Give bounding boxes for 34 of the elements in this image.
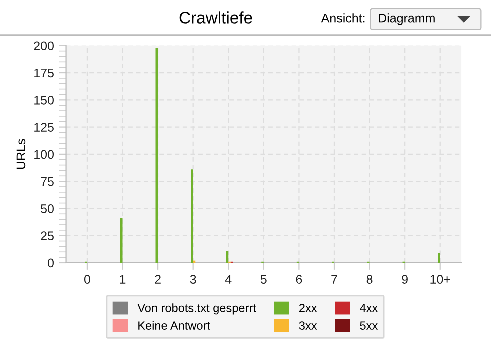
y-tick-label: 200: [34, 42, 54, 51]
x-tick-label: 7: [332, 275, 338, 284]
x-tick-label: 4: [225, 275, 232, 284]
y-tick-label: 125: [34, 123, 54, 132]
y-tick-label: 25: [41, 232, 54, 240]
legend-label: Keine Antwort: [138, 321, 210, 330]
x-tick-label: 1: [120, 275, 126, 284]
legend-label: 4xx: [360, 304, 378, 312]
y-tick-label: 150: [34, 96, 54, 105]
bar: [120, 218, 123, 263]
text: Ansicht:: [321, 14, 365, 23]
x-tick-label: 3: [190, 275, 196, 284]
y-tick-label: 75: [41, 178, 54, 186]
x-tick-label: 2: [155, 275, 161, 284]
text: Diagramm: [379, 14, 435, 26]
legend-label: 2xx: [300, 304, 318, 312]
y-tick-label: 175: [34, 68, 54, 78]
bar: [438, 253, 440, 263]
x-tick-label: 8: [366, 275, 373, 284]
x-tick-label: 10+: [430, 275, 450, 284]
y-axis-title: URLs: [16, 139, 26, 170]
legend-label: 3xx: [299, 322, 318, 330]
legend-label: 5xx: [360, 322, 378, 330]
x-tick-label: 5: [260, 275, 267, 284]
y-tick-label: 50: [41, 204, 54, 214]
x-tick-label: 6: [296, 275, 302, 284]
y-tick-label: 0: [48, 258, 54, 268]
legend-label: Von robots.txt gesperrt: [138, 304, 256, 315]
y-tick-label: 100: [34, 150, 54, 160]
bar: [156, 48, 158, 263]
bar: [191, 170, 194, 263]
x-tick-label: 0: [84, 275, 90, 284]
chart-title: Crawltiefe: [180, 12, 252, 24]
x-tick-label: 9: [402, 275, 408, 284]
